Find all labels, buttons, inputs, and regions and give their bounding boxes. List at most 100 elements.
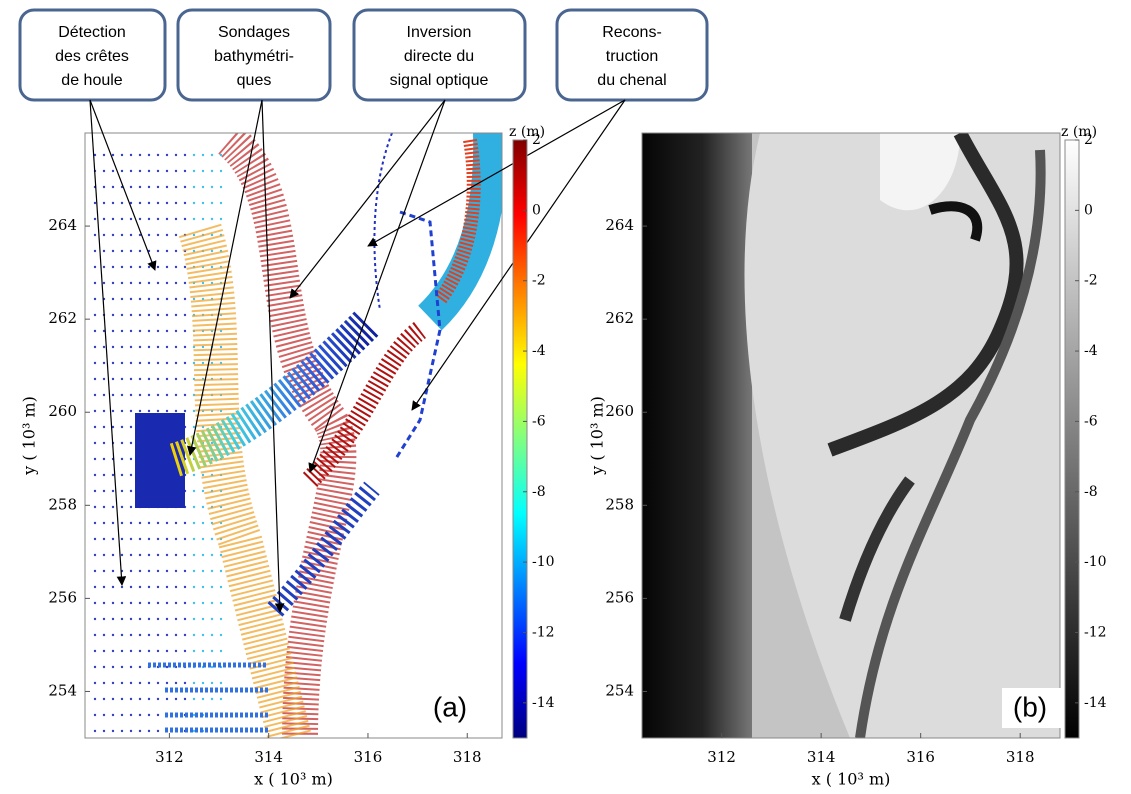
survey-dot — [183, 313, 187, 317]
survey-dot — [192, 713, 196, 717]
survey-dot — [93, 345, 97, 349]
survey-dot — [156, 281, 160, 285]
survey-dot — [147, 201, 151, 205]
survey-dot — [192, 569, 196, 573]
survey-dot — [210, 697, 214, 701]
y-tick-label: 260 — [48, 402, 77, 420]
survey-dot — [210, 633, 214, 637]
survey-dot — [174, 537, 178, 541]
survey-dot — [210, 649, 214, 653]
survey-dot — [210, 553, 214, 557]
survey-dot — [129, 265, 133, 269]
survey-dot — [102, 185, 106, 189]
colorbar-tick-label: 0 — [1084, 202, 1093, 218]
survey-dot — [93, 569, 97, 573]
survey-dot — [120, 537, 124, 541]
survey-dot — [156, 249, 160, 253]
survey-dot — [129, 729, 133, 733]
survey-dot — [111, 505, 115, 509]
survey-dot — [147, 601, 151, 605]
survey-dot — [201, 169, 205, 173]
survey-dot — [138, 233, 142, 237]
survey-dot — [192, 585, 196, 589]
survey-dot — [93, 585, 97, 589]
survey-dot — [111, 201, 115, 205]
survey-dot — [138, 153, 142, 157]
survey-dot — [156, 185, 160, 189]
survey-dot — [138, 633, 142, 637]
survey-dot — [183, 201, 187, 205]
survey-dot — [111, 649, 115, 653]
survey-dot — [192, 617, 196, 621]
survey-dot — [120, 425, 124, 429]
survey-dot — [210, 441, 214, 445]
survey-dot — [129, 617, 133, 621]
callout-text: Inversion — [407, 24, 472, 41]
x-tick-label: 316 — [906, 748, 935, 766]
survey-dot — [120, 345, 124, 349]
survey-dot — [102, 329, 106, 333]
survey-dot — [102, 169, 106, 173]
survey-dot — [102, 441, 106, 445]
callout-box — [555, 8, 709, 102]
survey-dot — [138, 249, 142, 253]
survey-dot — [210, 569, 214, 573]
survey-dot — [156, 169, 160, 173]
arrow — [308, 99, 446, 473]
survey-dot — [102, 457, 106, 461]
survey-dot — [156, 361, 160, 365]
survey-dot — [201, 633, 205, 637]
survey-dot — [174, 633, 178, 637]
survey-dot — [111, 281, 115, 285]
survey-dot — [120, 361, 124, 365]
survey-dot — [93, 217, 97, 221]
survey-dot — [93, 297, 97, 301]
survey-dot — [156, 601, 160, 605]
survey-dot — [102, 649, 106, 653]
survey-dot — [156, 217, 160, 221]
survey-dot — [120, 265, 124, 269]
callout-text: directe du — [404, 48, 474, 65]
survey-dot — [165, 649, 169, 653]
callout-text: truction — [606, 48, 658, 65]
survey-dot — [219, 601, 223, 605]
survey-dot — [174, 217, 178, 221]
survey-dot — [156, 681, 160, 685]
survey-dot — [165, 617, 169, 621]
survey-dot — [192, 249, 196, 253]
panel-label: (a) — [433, 691, 467, 722]
survey-dot — [120, 713, 124, 717]
survey-dot — [156, 233, 160, 237]
survey-dot — [111, 713, 115, 717]
survey-dot — [147, 329, 151, 333]
survey-dot — [183, 601, 187, 605]
survey-dot — [102, 473, 106, 477]
sounding-area — [178, 223, 312, 738]
callout-text: du chenal — [597, 72, 666, 89]
survey-dot — [174, 409, 178, 413]
survey-dot — [129, 217, 133, 221]
survey-dot — [129, 457, 133, 461]
survey-dot — [165, 521, 169, 525]
survey-dot — [93, 473, 97, 477]
survey-dot — [183, 217, 187, 221]
wave-crest-band — [169, 309, 381, 477]
survey-dot — [201, 537, 205, 541]
survey-dot — [93, 553, 97, 557]
panel-label-bg — [422, 688, 484, 728]
survey-dot — [138, 201, 142, 205]
survey-dot — [111, 185, 115, 189]
sounding-area — [217, 133, 357, 738]
survey-dot — [102, 377, 106, 381]
survey-dot — [210, 153, 214, 157]
survey-dot — [102, 585, 106, 589]
y-tick-label: 256 — [605, 588, 634, 606]
survey-dot — [183, 377, 187, 381]
survey-dot — [165, 201, 169, 205]
survey-dot — [102, 713, 106, 717]
survey-dot — [129, 441, 133, 445]
survey-dot — [129, 377, 133, 381]
survey-dot — [129, 169, 133, 173]
survey-dot — [165, 697, 169, 701]
panel-label: (b) — [1013, 691, 1047, 722]
